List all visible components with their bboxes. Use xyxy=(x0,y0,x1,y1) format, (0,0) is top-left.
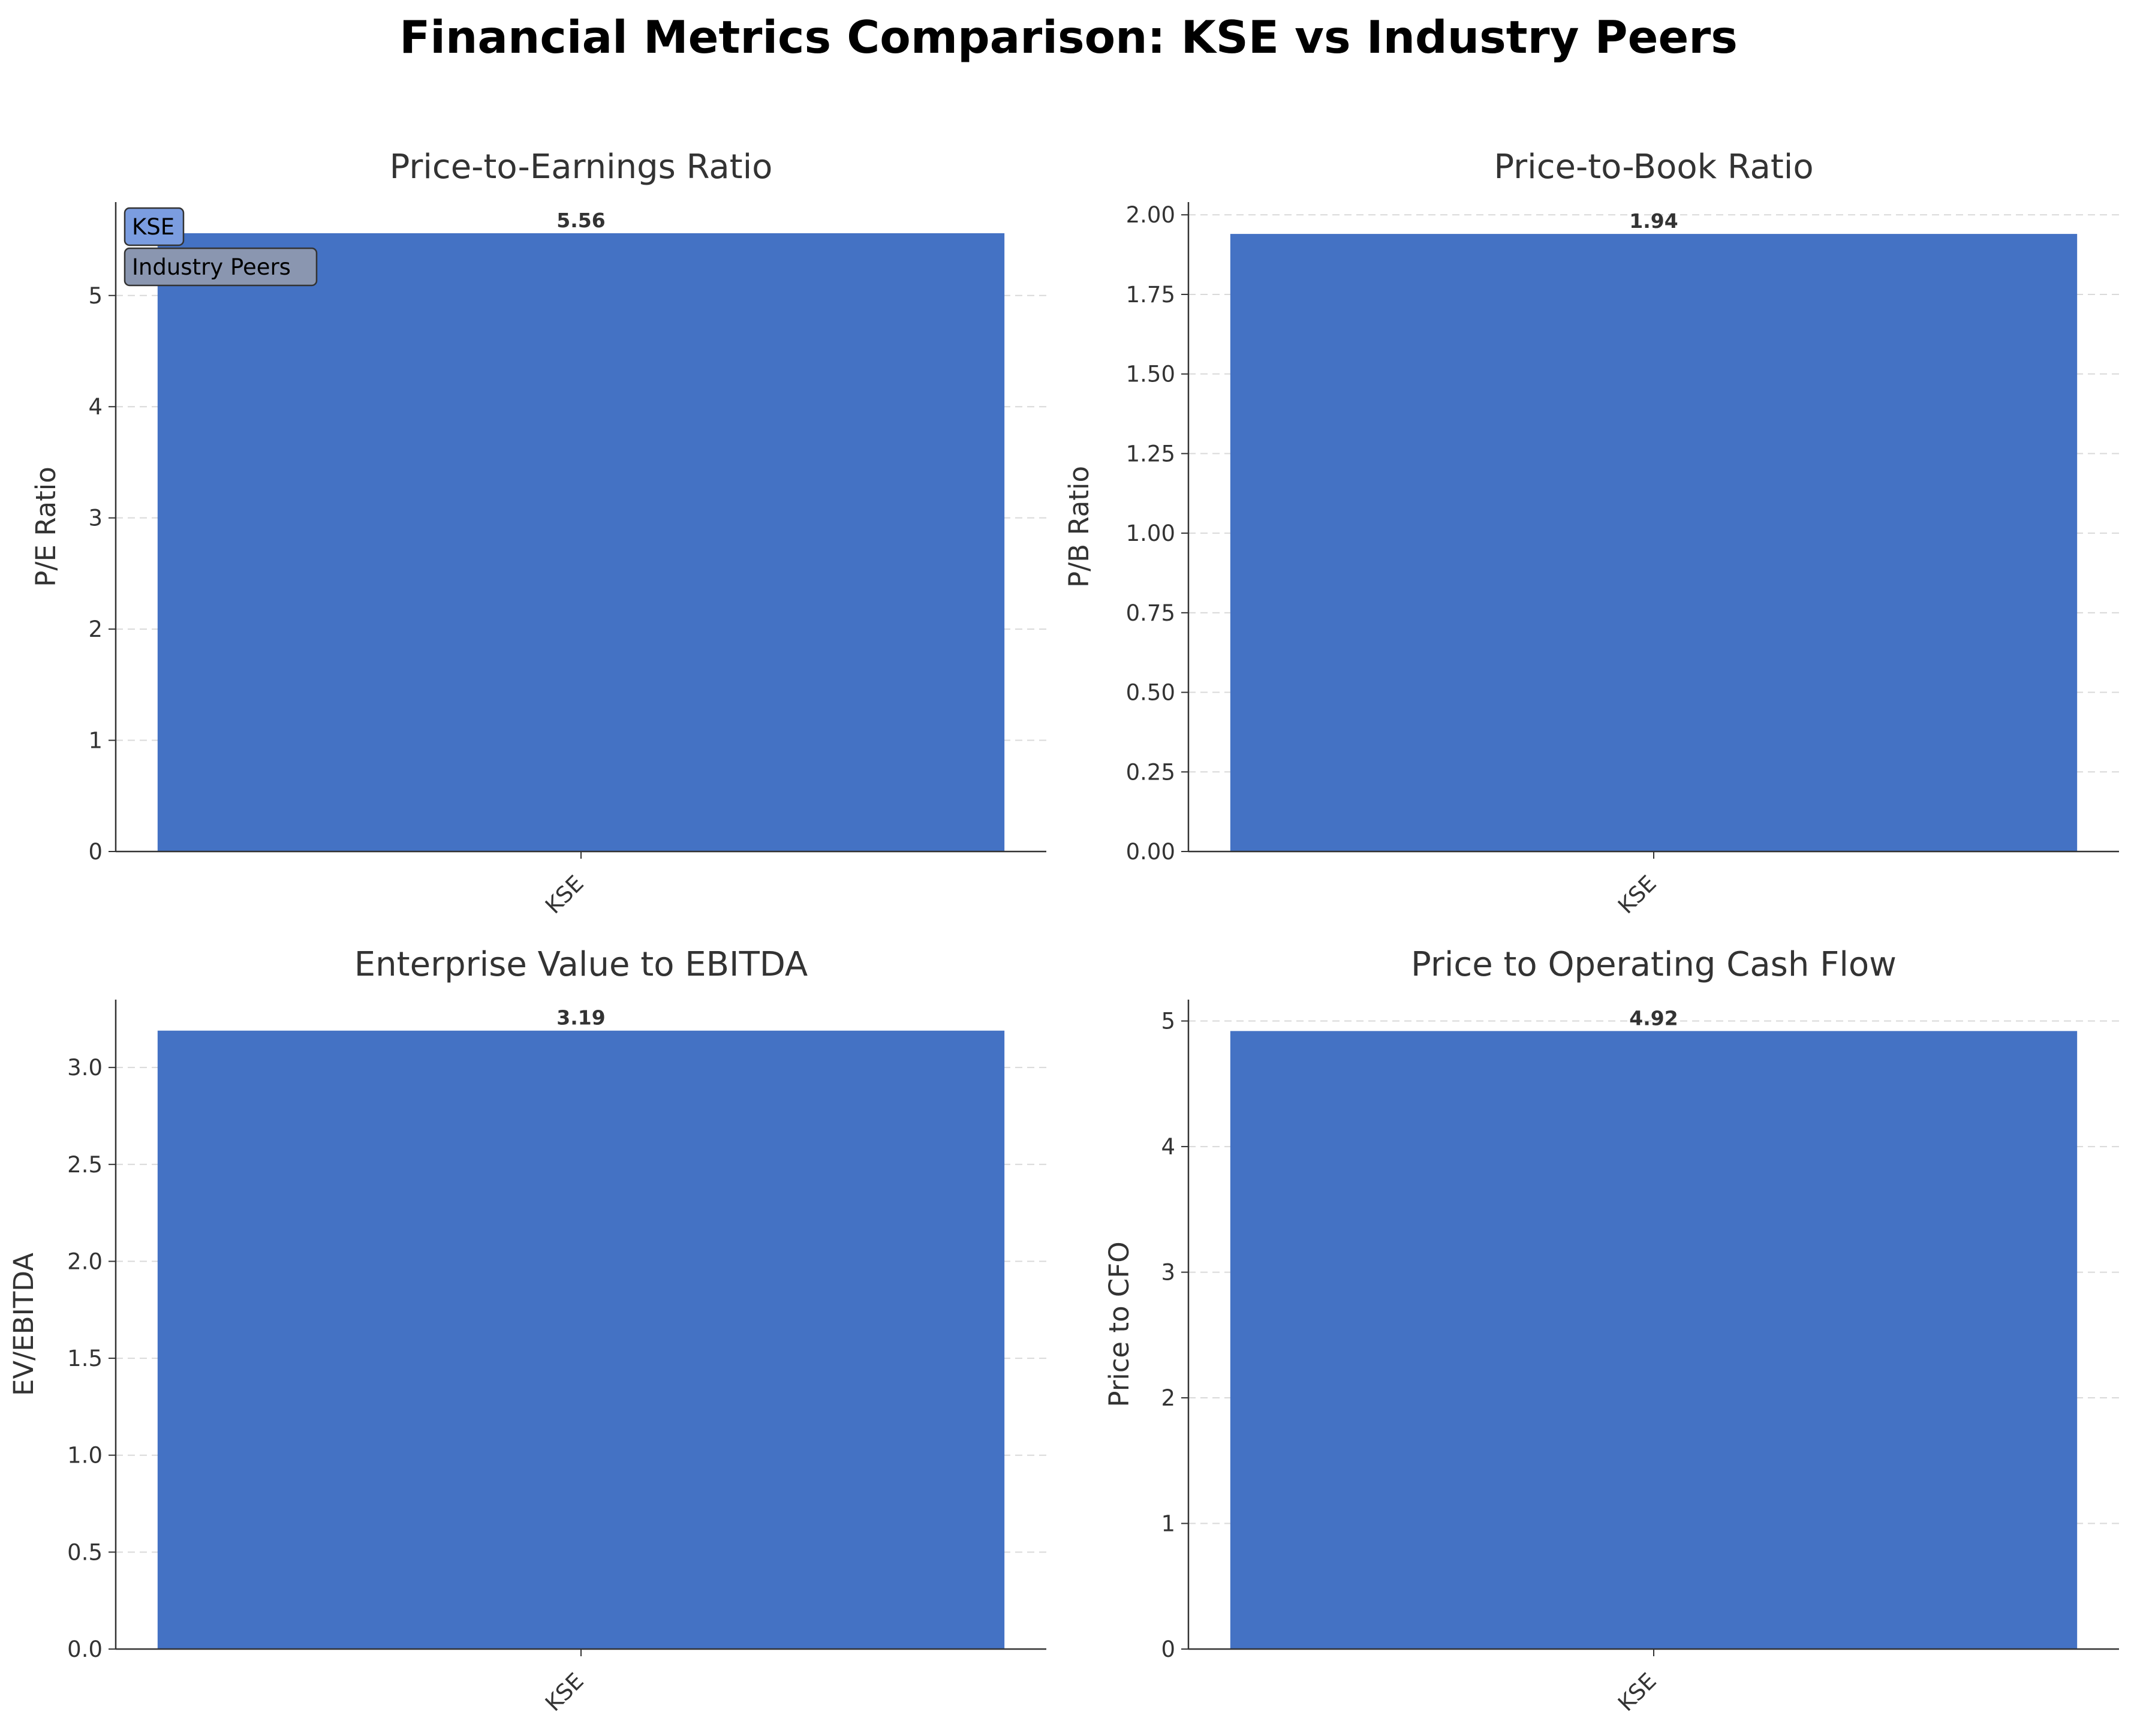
y-tick-label: 0 xyxy=(1161,1636,1175,1662)
legend-entry-label: KSE xyxy=(132,214,174,240)
y-tick-label: 2.0 xyxy=(67,1248,103,1274)
legend-entry-box xyxy=(124,247,318,287)
y-tick-label: 3.0 xyxy=(67,1055,103,1081)
panel-price-to-cfo: 0 1 2 3 4 5 4.92 KSE Price to Operating Cash Flo… xyxy=(1103,945,2119,1716)
bar-kse xyxy=(157,233,1005,852)
y-tick-label: 1.5 xyxy=(67,1346,103,1371)
legend: KSE Industry Peers xyxy=(124,207,318,287)
figure-title: Financial Metrics Comparison: KSE vs Ind… xyxy=(399,11,1738,64)
panel-title: Price to Operating Cash Flow xyxy=(1411,945,1897,984)
bar-value-label: 4.92 xyxy=(1629,1006,1678,1030)
y-tick-label: 2.00 xyxy=(1126,202,1175,228)
y-tick-label: 1.75 xyxy=(1126,282,1175,308)
y-tick-label: 2 xyxy=(1161,1385,1175,1411)
y-tick-label: 2 xyxy=(88,616,103,642)
y-tick-label: 1.50 xyxy=(1126,362,1175,387)
y-tick-label: 2.5 xyxy=(67,1152,103,1178)
panel-ev-to-ebitda: 0.0 0.5 1.0 1.5 2.0 2.5 3.0 3.19 KSE Enterprise V… xyxy=(8,945,1046,1716)
y-tick-label: 0 xyxy=(88,839,103,865)
y-tick-label: 0.75 xyxy=(1126,600,1175,626)
y-axis-label: EV/EBITDA xyxy=(8,1253,40,1396)
bar-kse xyxy=(157,1030,1005,1649)
panel-title: Price-to-Book Ratio xyxy=(1494,148,1813,186)
y-axis-label: P/E Ratio xyxy=(30,467,62,587)
panel-price-to-book: 0.00 0.25 0.50 0.75 1.00 1.25 1.50 1.75 2.00 1.94… xyxy=(1063,148,2119,919)
bar-value-label: 5.56 xyxy=(556,209,605,232)
y-axis-label: Price to CFO xyxy=(1103,1241,1135,1407)
y-tick-label: 5 xyxy=(1161,1009,1175,1034)
panel-title: Price-to-Earnings Ratio xyxy=(390,148,773,186)
y-tick-label: 0.25 xyxy=(1126,759,1175,785)
panel-title: Enterprise Value to EBITDA xyxy=(354,945,808,984)
y-tick-label: 0.5 xyxy=(67,1539,103,1565)
x-tick-label: KSE xyxy=(540,1668,589,1717)
y-axis-label: P/B Ratio xyxy=(1063,466,1095,588)
bar-kse xyxy=(1230,1031,2078,1649)
y-tick-label: 3 xyxy=(1161,1260,1175,1286)
y-tick-label: 0.50 xyxy=(1126,680,1175,706)
bar-value-label: 3.19 xyxy=(556,1006,605,1030)
legend-entry-box xyxy=(124,207,185,246)
y-tick-label: 3 xyxy=(88,506,103,531)
y-tick-label: 1 xyxy=(1161,1511,1175,1537)
y-tick-label: 4 xyxy=(88,394,103,420)
panel-price-to-earnings: 0 1 2 3 4 5 5.56 KSE Price-to-Earnings Ratio P/E … xyxy=(30,148,1046,919)
x-tick-label: KSE xyxy=(1613,871,1662,919)
x-tick-label: KSE xyxy=(540,871,589,919)
y-tick-label: 0.00 xyxy=(1126,839,1175,865)
y-tick-label: 5 xyxy=(88,283,103,309)
legend-entry-label: Industry Peers xyxy=(132,254,291,280)
bar-value-label: 1.94 xyxy=(1629,209,1678,233)
y-tick-label: 0.0 xyxy=(67,1636,103,1662)
y-tick-label: 1.25 xyxy=(1126,441,1175,467)
y-tick-label: 1.00 xyxy=(1126,521,1175,546)
y-tick-label: 4 xyxy=(1161,1134,1175,1160)
y-tick-label: 1.0 xyxy=(67,1443,103,1469)
x-tick-label: KSE xyxy=(1613,1668,1662,1717)
bar-kse xyxy=(1230,234,2078,852)
y-tick-label: 1 xyxy=(88,728,103,754)
